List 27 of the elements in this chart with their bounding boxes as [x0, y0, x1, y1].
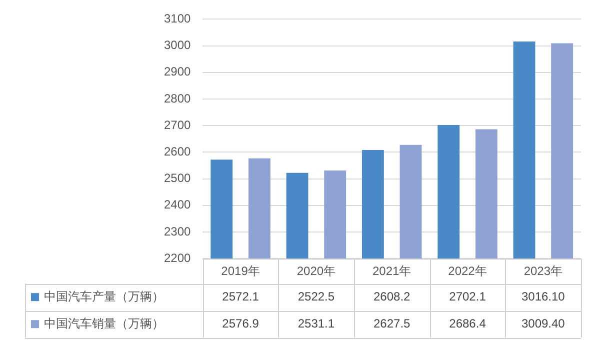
data-label: 2702.1	[449, 289, 486, 304]
legend-label: 中国汽车销量（万辆）	[44, 316, 164, 330]
y-tick-label: 2900	[164, 64, 192, 79]
y-tick-label: 2400	[164, 198, 192, 212]
y-tick-label: 2200	[164, 250, 192, 265]
x-tick-label: 2021年	[372, 264, 412, 278]
data-label: 2572.1	[222, 289, 260, 304]
x-tick-label: 2019年	[221, 264, 260, 278]
y-tick-label: 2600	[164, 144, 192, 159]
y-tick-label: 2500	[164, 171, 192, 186]
data-label: 2686.4	[449, 316, 486, 330]
data-label: 2627.5	[373, 316, 411, 330]
y-tick-label: 3100	[164, 12, 192, 26]
legend-label: 中国汽车产量（万辆）	[44, 289, 164, 304]
data-label: 2608.2	[373, 289, 411, 304]
y-tick-label: 2300	[164, 224, 192, 238]
x-tick-label: 2020年	[296, 264, 336, 278]
data-label: 2531.1	[298, 316, 335, 330]
data-label: 2576.9	[222, 316, 260, 330]
y-tick-label: 2700	[164, 118, 192, 132]
data-label: 3009.40	[521, 316, 566, 330]
data-label: 3016.10	[521, 289, 566, 304]
x-tick-label: 2023年	[524, 264, 563, 278]
y-tick-label: 2800	[164, 91, 192, 106]
x-tick-label: 2022年	[448, 264, 487, 278]
data-label: 2522.5	[298, 289, 335, 304]
y-tick-label: 3000	[164, 38, 192, 52]
